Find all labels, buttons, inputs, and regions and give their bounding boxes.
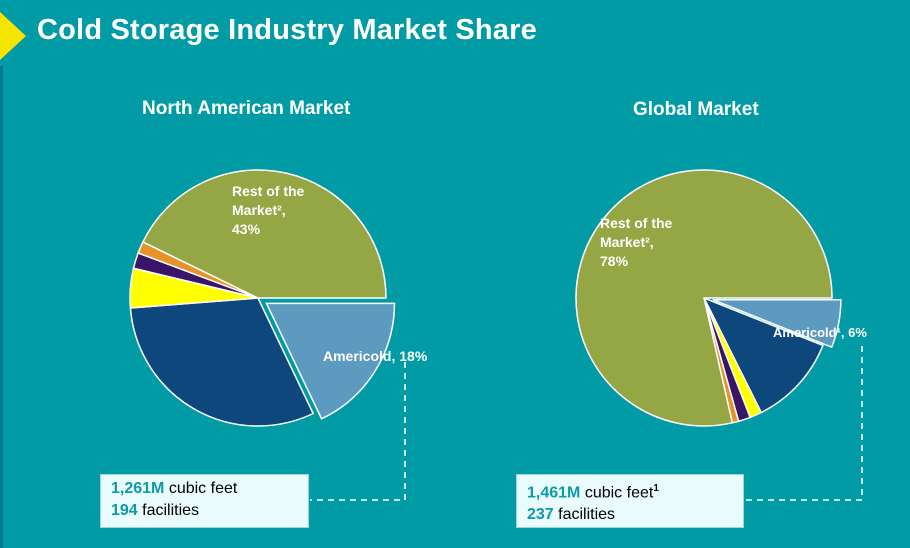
global-leader-line: [745, 346, 863, 501]
na-americold-label: Americold, 18%: [323, 348, 428, 364]
na-volume-value: 1,261M: [111, 480, 165, 497]
global-volume-value: 1,461M: [527, 484, 581, 502]
north-american-chart-title: North American Market: [142, 98, 351, 119]
na-rest-label-line2: Market²,: [232, 202, 286, 218]
global-facilities-value: 237: [527, 506, 554, 524]
global-pie: [575, 169, 842, 427]
left-rule: [0, 66, 3, 548]
global-chart-title: Global Market: [633, 99, 759, 120]
na-facilities-line: 194 facilities: [111, 500, 298, 522]
title-arrow-icon: [0, 12, 26, 60]
north-american-capacity-box: 1,261M cubic feet 194 facilities: [100, 474, 309, 528]
na-slice-1: [129, 297, 315, 427]
page-title: Cold Storage Industry Market Share: [37, 14, 537, 46]
global-capacity-box: 1,461M cubic feet1 237 facilities: [516, 474, 744, 528]
global-rest-label-line3: 78%: [600, 253, 629, 269]
na-slice-0: [265, 302, 396, 420]
global-rest-label-line1: Rest of the: [600, 215, 673, 231]
global-slice-5: [575, 169, 833, 427]
na-rest-label-line3: 43%: [232, 221, 261, 237]
global-volume-line: 1,461M cubic feet1: [527, 478, 733, 504]
global-volume-unit: cubic feet: [580, 484, 654, 502]
north-american-pie: [129, 169, 396, 427]
global-slice-1: [702, 296, 824, 414]
na-facilities-value: 194: [111, 502, 138, 519]
global-volume-footnote: 1: [653, 483, 659, 494]
global-rest-label-line2: Market²,: [600, 234, 654, 250]
na-slice-5: [141, 169, 387, 299]
na-rest-label-line1: Rest of the: [232, 183, 305, 199]
north-american-leader-line: [310, 362, 406, 501]
na-volume-unit: cubic feet: [164, 480, 238, 497]
global-facilities-unit: facilities: [553, 506, 616, 524]
global-slice-0: [712, 298, 842, 349]
na-volume-line: 1,261M cubic feet: [111, 478, 298, 500]
global-facilities-line: 237 facilities: [527, 504, 733, 526]
na-facilities-unit: facilities: [137, 502, 200, 519]
global-americold-label: Americold¹, 6%: [773, 325, 867, 340]
